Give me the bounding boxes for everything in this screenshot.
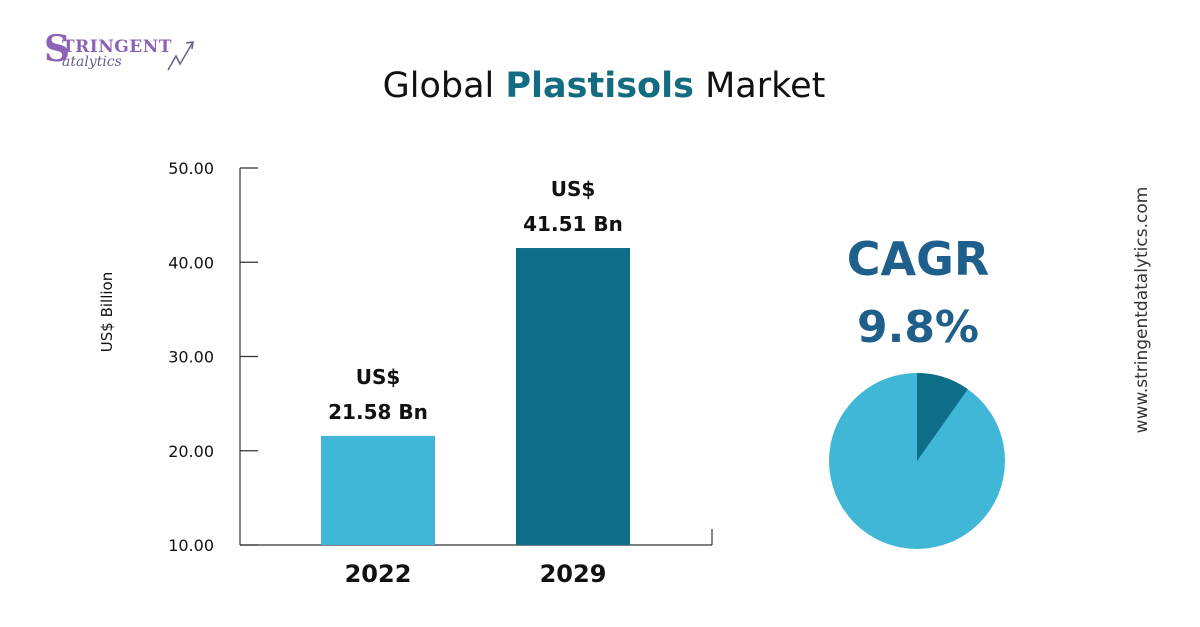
data-label-value: 21.58 Bn [328,400,428,424]
pie-cagr-slice [917,373,968,461]
cagr-label: CAGR [846,232,990,286]
bar-2029 [516,248,630,545]
logo-sub-text: atalytics [62,54,122,70]
chart-title: Global Plastisols Market [0,66,1200,106]
logo-initial: S [44,28,70,70]
data-label-currency: US$ [551,177,596,201]
chart-bars [321,248,630,545]
bar-2022 [321,435,435,545]
y-tick-label: 10.00 [168,536,214,555]
logo-main-text: TRINGENT [62,37,172,57]
cagr-value: 9.8% [856,302,980,353]
title-prefix: Global [382,66,506,106]
website-text: www.stringentdatalytics.com [1132,186,1152,434]
logo: S TRINGENT atalytics [44,28,200,78]
category-label: 2022 [345,560,412,588]
y-tick-label: 20.00 [168,442,214,461]
y-tick-label: 50.00 [168,159,214,178]
data-label-value: 41.51 Bn [523,212,623,236]
title-suffix: Market [693,66,826,106]
cagr-pie [829,373,1005,549]
chart-axes [239,168,713,546]
category-label: 2029 [540,560,607,588]
trend-arrow-icon [167,41,194,71]
y-axis-label: US$ Billion [98,272,116,352]
y-ticks: 10.00 20.00 30.00 40.00 50.00 [168,159,258,555]
y-tick-label: 40.00 [168,253,214,272]
chart-labels: 2022 US$ 21.58 Bn 2029 US$ 41.51 Bn [328,177,623,588]
data-label-currency: US$ [356,365,401,389]
y-tick-label: 30.00 [168,348,214,367]
title-highlight: Plastisols [505,66,694,106]
